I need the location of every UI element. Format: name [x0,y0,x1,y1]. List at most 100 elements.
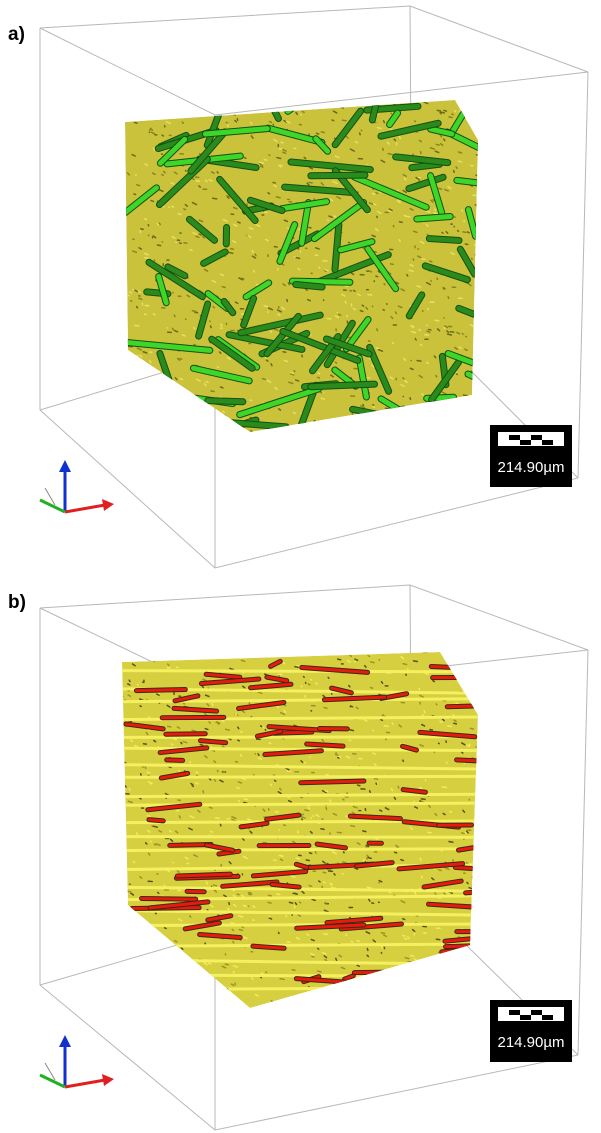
fiber [420,411,424,412]
fiber [233,972,234,973]
fiber [190,422,210,441]
fiber [448,297,449,299]
fiber [301,761,303,762]
fiber [168,726,171,727]
fiber [189,429,191,430]
fiber [394,139,395,140]
fiber [289,801,292,802]
fiber [139,798,141,799]
fiber [253,906,255,907]
fiber [467,232,469,233]
fiber [417,217,450,220]
fiber [298,831,299,833]
fiber [476,175,478,176]
fiber [145,219,147,220]
panel-a: a) 214.90µm [8,6,588,568]
fiber [379,411,381,412]
fiber [378,409,403,425]
fiber [177,389,193,422]
fiber [451,419,452,420]
fiber [430,730,432,731]
fiber [120,737,480,738]
fiber [392,419,394,420]
fiber [136,986,139,987]
fiber [447,869,449,870]
fiber [125,967,128,969]
fiber [411,956,414,957]
fiber [456,167,457,168]
fiber [444,110,446,111]
fiber [191,411,209,442]
fiber [167,760,183,761]
fiber [223,771,224,772]
fiber [288,283,289,285]
fiber [221,387,223,388]
fiber [437,278,438,279]
fiber [201,426,205,428]
fiber [452,956,492,957]
fiber [338,758,339,759]
fiber [344,852,345,853]
fiber [469,888,472,889]
fiber [371,662,374,663]
fiber [295,108,297,109]
fiber [334,874,335,875]
fiber [279,654,283,655]
fiber [140,699,143,700]
fiber [108,203,120,219]
fiber [440,135,441,137]
fiber [170,831,172,832]
fiber [439,870,442,871]
fiber [296,258,299,259]
fiber [437,992,439,993]
fiber [128,943,129,944]
fiber [211,391,214,392]
fiber [283,152,286,153]
fiber [450,1012,452,1013]
fiber [478,387,481,389]
fiber [339,649,343,650]
fiber [182,122,183,123]
fiber [211,326,212,327]
fiber [445,982,449,984]
fiber [184,243,187,244]
fiber [479,865,483,866]
fiber [483,241,486,243]
fiber [336,958,337,960]
fiber [392,1000,394,1001]
fiber [184,209,186,210]
fiber [236,762,238,763]
fiber [412,164,440,167]
fiber [270,122,272,123]
fiber [414,231,417,232]
fiber [321,829,324,830]
fiber [347,315,348,316]
fiber [142,990,143,991]
fiber [367,887,370,888]
fiber [252,978,253,979]
fiber [281,859,283,860]
fiber [472,108,473,109]
fiber [473,932,474,934]
fiber [134,122,137,123]
fiber [319,655,321,656]
panel-label: a) [8,24,25,45]
fiber [190,250,192,251]
fiber [363,831,366,832]
fiber [372,429,376,431]
fiber [258,754,259,755]
fiber [396,312,397,313]
fiber [284,103,285,104]
fiber [154,148,155,150]
fiber [480,324,482,326]
fiber [415,121,416,122]
fiber [380,980,382,981]
fiber [225,964,228,965]
fiber [363,405,364,406]
fiber [300,797,302,798]
fiber [338,314,340,315]
fiber [399,240,400,241]
fiber [339,986,341,988]
fiber [196,236,199,237]
fiber [209,722,210,723]
